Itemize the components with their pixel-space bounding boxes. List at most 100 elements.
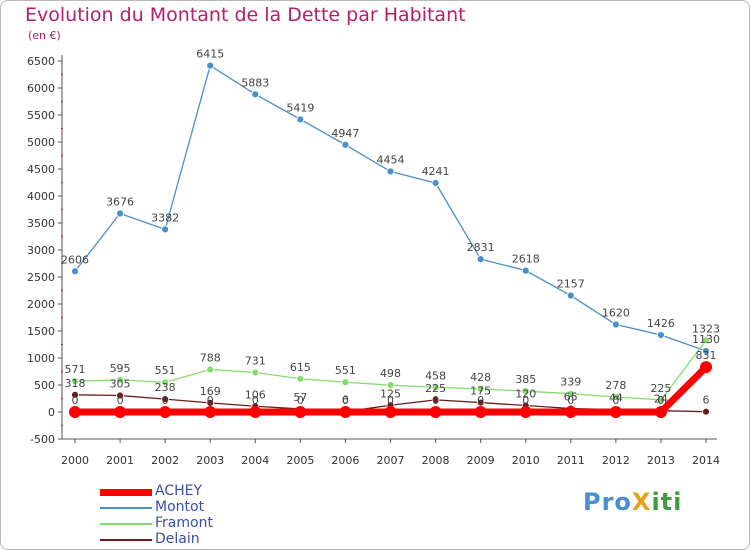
data-label-montot: 4241	[422, 165, 450, 178]
data-label-delain: 175	[470, 385, 491, 398]
data-point-montot	[566, 291, 575, 300]
data-label-framont: 571	[65, 363, 86, 376]
y-tick-label: 2000	[27, 298, 55, 311]
data-point-montot	[611, 320, 620, 329]
data-label-delain: 120	[515, 388, 536, 401]
data-label-framont: 458	[425, 369, 446, 382]
data-point-montot	[702, 347, 710, 355]
chart-subtitle: (en €)	[28, 29, 61, 42]
data-point-delain	[71, 390, 79, 399]
legend-swatch	[100, 507, 152, 509]
data-label-montot: 2618	[512, 253, 540, 266]
x-tick-label: 2002	[151, 454, 179, 467]
data-label-montot: 2606	[61, 253, 89, 266]
data-point-framont	[566, 389, 575, 398]
data-point-framont	[431, 383, 440, 392]
data-label-achey: 0	[657, 394, 664, 407]
data-point-framont	[296, 374, 305, 383]
data-point-montot	[296, 115, 305, 124]
legend-item-delain: Delain	[100, 531, 300, 548]
data-label-montot: 3676	[106, 195, 134, 208]
x-tick-label: 2006	[331, 454, 359, 467]
y-tick-label: -500	[30, 433, 55, 446]
x-tick-label: 2011	[557, 454, 585, 467]
legend-item-achey: ACHEY	[100, 483, 300, 500]
y-tick-label: 4000	[27, 190, 55, 203]
data-point-montot	[71, 267, 79, 276]
data-point-achey	[114, 406, 127, 418]
data-point-framont	[476, 384, 485, 393]
data-point-montot	[341, 140, 350, 149]
data-label-achey: 831	[696, 349, 717, 362]
data-point-montot	[386, 167, 395, 176]
x-tick-label: 2008	[422, 454, 450, 467]
data-label-delain: 169	[200, 385, 221, 398]
data-label-achey: 0	[252, 394, 259, 407]
legend-item-montot: Montot	[100, 499, 300, 516]
data-label-achey: 0	[342, 394, 349, 407]
data-point-achey	[654, 406, 667, 418]
data-label-montot: 4947	[331, 127, 359, 140]
x-tick-label: 2013	[647, 454, 675, 467]
data-label-delain: 24	[654, 393, 668, 406]
data-point-achey	[609, 406, 622, 418]
data-point-achey	[474, 406, 487, 418]
data-label-framont: 339	[560, 376, 581, 389]
data-label-framont: 385	[515, 373, 536, 386]
y-tick-label: 6000	[27, 82, 55, 95]
data-point-achey	[564, 406, 577, 418]
data-label-delain: 238	[155, 381, 176, 394]
data-point-achey	[69, 406, 81, 418]
data-point-achey	[204, 406, 217, 418]
data-label-framont: 1323	[692, 323, 720, 336]
x-tick-label: 2003	[196, 454, 224, 467]
data-point-framont	[386, 381, 395, 390]
data-point-achey	[519, 406, 532, 418]
data-point-framont	[251, 368, 260, 377]
data-label-framont: 278	[605, 379, 626, 392]
data-point-montot	[521, 266, 530, 275]
data-point-framont	[702, 336, 710, 345]
data-point-achey	[339, 406, 352, 418]
data-point-delain	[161, 395, 170, 404]
data-label-achey: 0	[612, 394, 619, 407]
data-point-framont	[611, 393, 620, 401]
y-tick-label: 4500	[27, 163, 55, 176]
legend-label: Framont	[155, 515, 213, 531]
chart-legend: ACHEY Montot Framont Delain	[100, 483, 300, 548]
data-label-delain: 106	[245, 388, 266, 401]
data-label-delain: 318	[65, 377, 86, 390]
data-point-achey	[249, 406, 262, 418]
data-label-achey: 0	[117, 394, 124, 407]
y-tick-label: 6500	[27, 55, 55, 68]
x-tick-label: 2012	[602, 454, 630, 467]
data-point-achey	[294, 406, 307, 418]
x-tick-label: 2009	[467, 454, 495, 467]
data-label-achey: 0	[162, 394, 169, 407]
proxiti-logo: ProXiti	[583, 488, 683, 516]
legend-swatch	[100, 523, 152, 525]
data-label-achey: 0	[207, 394, 214, 407]
data-point-framont	[71, 377, 79, 386]
data-label-montot: 4454	[377, 153, 405, 166]
x-tick-label: 2004	[241, 454, 269, 467]
data-label-montot: 2157	[557, 278, 585, 291]
data-point-achey	[429, 406, 442, 418]
data-label-delain: 44	[609, 392, 623, 405]
data-label-montot: 1426	[647, 317, 675, 330]
data-point-achey	[700, 361, 712, 374]
x-tick-label: 2007	[377, 454, 405, 467]
y-tick-label: 3000	[27, 244, 55, 257]
legend-swatch	[100, 539, 152, 541]
y-tick-label: 0	[48, 406, 55, 419]
data-label-delain: 6	[342, 394, 349, 407]
data-point-framont	[657, 395, 665, 404]
data-point-montot	[161, 225, 170, 234]
x-tick-label: 2014	[692, 454, 720, 467]
data-label-montot: 1620	[602, 307, 630, 320]
x-tick-label: 2000	[61, 454, 89, 467]
data-point-montot	[431, 179, 440, 187]
data-point-delain	[116, 391, 124, 400]
data-point-montot	[476, 255, 485, 264]
